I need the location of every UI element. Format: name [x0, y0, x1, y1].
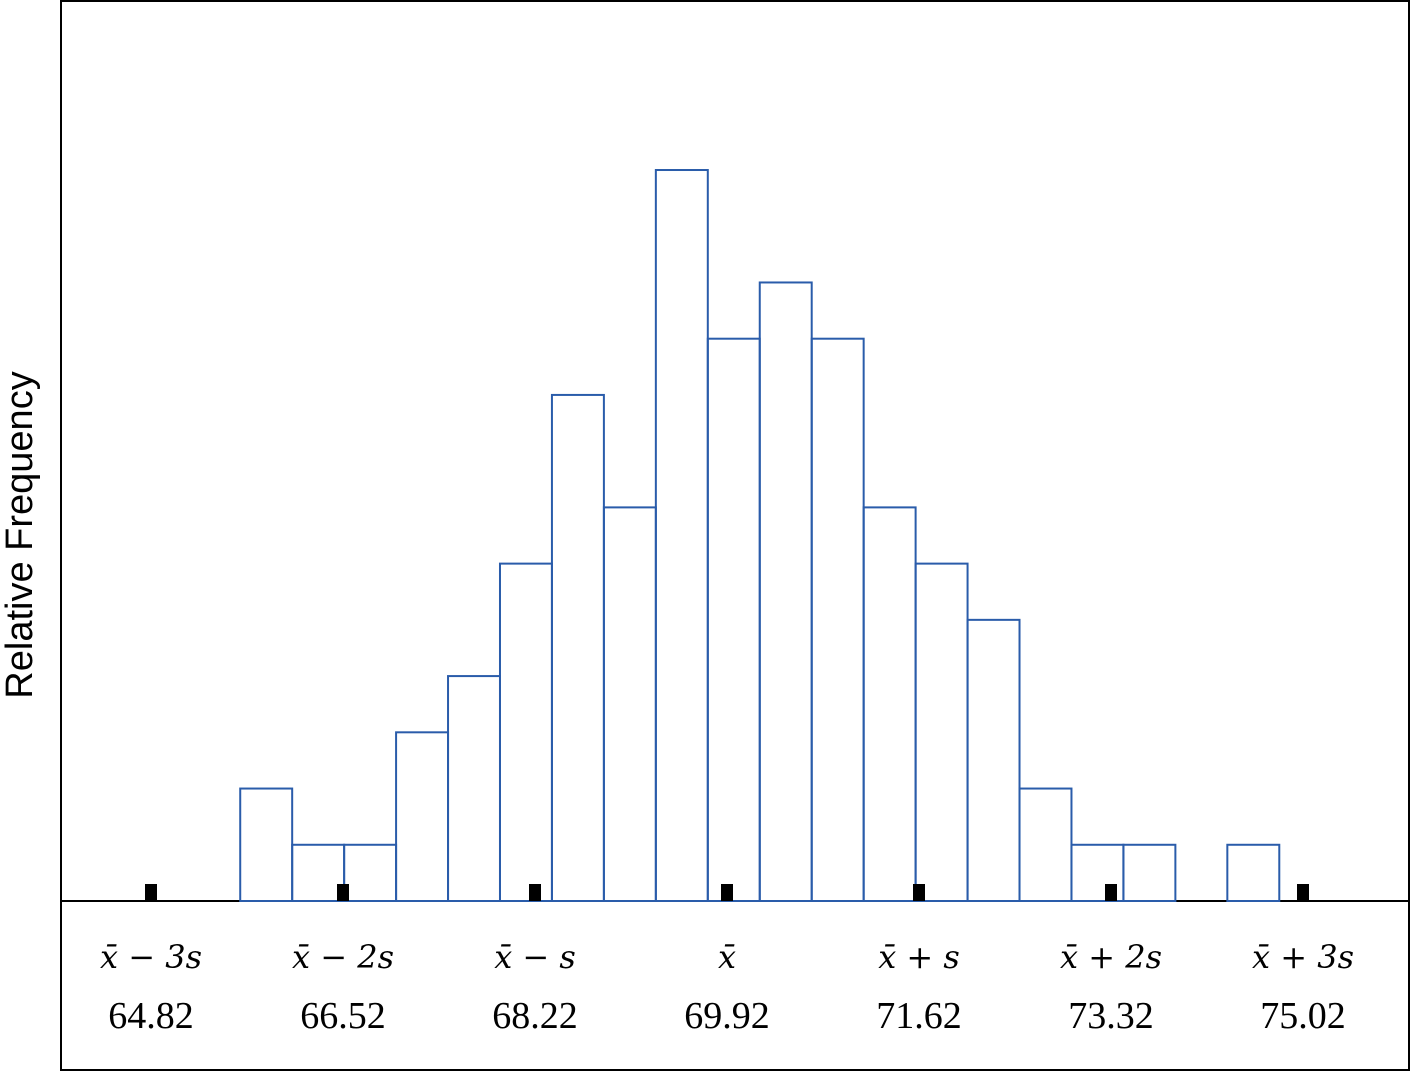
tick-marker [337, 884, 349, 901]
histogram-bar [758, 281, 813, 903]
tick-marker [529, 884, 541, 901]
plot-frame [60, 0, 1410, 1071]
histogram-bar [291, 843, 346, 903]
tick-value-label: 75.02 [1260, 995, 1346, 1037]
y-axis-label: Relative Frequency [0, 371, 41, 698]
tick-marker [1297, 884, 1309, 901]
tick-symbol-label: x̄ − 3s [100, 938, 202, 976]
tick-symbol-label: x̄ − 2s [292, 938, 394, 976]
histogram-bar [966, 618, 1021, 902]
tick-value-label: 66.52 [300, 995, 386, 1037]
histogram-bar [239, 787, 294, 902]
histogram-bar [343, 843, 398, 903]
tick-marker [145, 884, 157, 901]
histogram-bar [914, 562, 969, 902]
tick-value-label: 64.82 [108, 995, 194, 1037]
tick-symbol-label: x̄ − s [494, 938, 576, 976]
tick-value-label: 71.62 [876, 995, 962, 1037]
histogram-bar [1122, 843, 1177, 903]
histogram-bar [810, 337, 865, 902]
histogram-bar [654, 169, 709, 902]
histogram-bar [602, 506, 657, 902]
histogram-bar [498, 562, 553, 902]
histogram-bar [395, 731, 450, 902]
histogram-bar [862, 506, 917, 902]
histogram-bar [550, 393, 605, 902]
tick-symbol-label: x̄ + 2s [1060, 938, 1162, 976]
tick-marker [913, 884, 925, 901]
tick-marker [721, 884, 733, 901]
tick-symbol-label: x̄ + 3s [1252, 938, 1354, 976]
histogram-bar [706, 337, 761, 902]
tick-value-label: 68.22 [492, 995, 578, 1037]
tick-value-label: 69.92 [684, 995, 770, 1037]
tick-symbol-label: x̄ [718, 938, 736, 976]
tick-marker [1105, 884, 1117, 901]
histogram-bar [1018, 787, 1073, 902]
histogram-bar [1226, 843, 1281, 903]
tick-value-label: 73.32 [1068, 995, 1154, 1037]
histogram-bar [447, 675, 501, 903]
tick-symbol-label: x̄ + s [878, 938, 960, 976]
